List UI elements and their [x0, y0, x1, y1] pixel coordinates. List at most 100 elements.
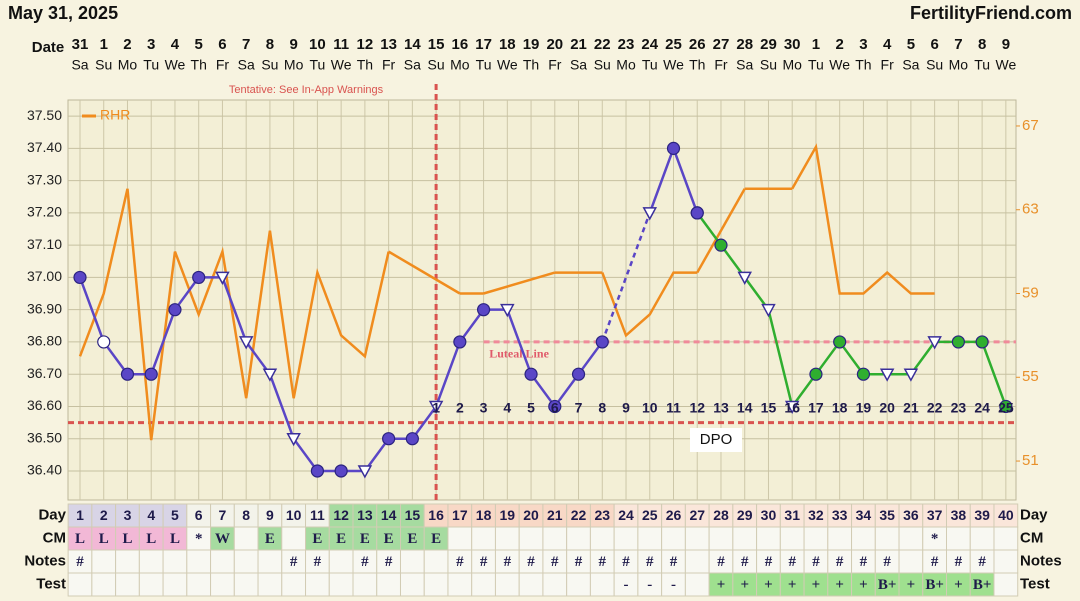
- table-cell: [257, 549, 283, 574]
- table-cell: [732, 526, 758, 551]
- date-label: 12: [357, 36, 374, 53]
- table-value: +: [835, 577, 844, 593]
- row-label-right: Test: [1020, 575, 1050, 592]
- table-cell: [898, 526, 924, 551]
- table-value: 14: [381, 507, 397, 523]
- table-value: 23: [594, 507, 610, 523]
- table-value: 6: [195, 507, 203, 523]
- marker-filled: [548, 399, 562, 414]
- table-value: 2: [100, 507, 108, 523]
- table-cell: [67, 572, 93, 597]
- marker-filled: [120, 367, 135, 381]
- y-tick-label: 37.40: [27, 139, 62, 155]
- weekday-label: Sa: [404, 57, 421, 73]
- marker-filled: [73, 270, 87, 285]
- table-value: #: [456, 554, 464, 570]
- table-cell: [494, 572, 520, 597]
- table-cell: [162, 549, 188, 574]
- marker-triangle: [428, 400, 444, 415]
- table-cell: [233, 526, 259, 551]
- weekday-label: Sa: [736, 57, 753, 73]
- table-value: #: [575, 554, 583, 570]
- table-value: +: [740, 577, 749, 593]
- table-value: #: [622, 554, 630, 570]
- date-label: 31: [72, 36, 89, 53]
- table-cell: [305, 572, 330, 597]
- date-label: 1: [100, 36, 108, 53]
- table-cell: [684, 549, 710, 574]
- legend-label: RHR: [100, 107, 130, 123]
- weekday-label: We: [165, 57, 186, 73]
- table-value: 38: [951, 507, 967, 523]
- table-value: 16: [428, 507, 444, 523]
- dpo-label: 16: [784, 400, 800, 416]
- weekday-label: Fr: [382, 57, 396, 73]
- dpo-label: 19: [856, 400, 872, 416]
- date-label: 8: [266, 36, 274, 53]
- table-cell: [827, 526, 853, 551]
- date-label: 11: [333, 36, 349, 53]
- table-cell: [91, 572, 117, 597]
- table-cell: [518, 572, 544, 597]
- marker-filled: [144, 367, 158, 381]
- date-label: 21: [570, 36, 587, 53]
- table-value: 3: [124, 507, 132, 523]
- date-label: 29: [760, 36, 777, 53]
- dpo-label: 2: [456, 400, 464, 416]
- table-cell: [447, 572, 473, 597]
- table-cell: [210, 572, 235, 597]
- table-value: L: [122, 531, 132, 547]
- date-label: 13: [380, 36, 397, 53]
- weekday-label: Su: [261, 57, 278, 73]
- gap-connector: [387, 250, 461, 295]
- table-value: 40: [998, 507, 1014, 523]
- table-value: #: [883, 554, 891, 570]
- table-value: E: [312, 531, 322, 547]
- table-value: -: [647, 577, 652, 593]
- gap-connector: [696, 188, 746, 274]
- date-label: 15: [428, 36, 445, 53]
- y2-tick-label: 67: [1022, 117, 1039, 134]
- dpo-label: 24: [974, 400, 990, 416]
- date-label: 22: [594, 36, 611, 53]
- date-label: 7: [242, 36, 250, 53]
- table-value: 10: [286, 507, 302, 523]
- table-value: 37: [927, 507, 943, 523]
- dpo-label: 9: [622, 400, 630, 416]
- y-tick-label: 36.70: [27, 365, 62, 381]
- table-value: 21: [547, 507, 563, 523]
- row-label-right: CM: [1020, 529, 1043, 546]
- marker-filled: [476, 303, 491, 317]
- marker-triangle: [500, 303, 515, 318]
- date-label: 6: [218, 36, 226, 53]
- table-cell: [162, 572, 188, 597]
- marker-filled: [714, 238, 728, 252]
- table-cell: [566, 526, 591, 551]
- date-label: 1: [812, 36, 820, 53]
- table-value: 34: [856, 507, 872, 523]
- weekday-label: Su: [594, 57, 611, 73]
- table-cell: [589, 526, 615, 551]
- table-value: #: [717, 554, 725, 570]
- table-value: 22: [571, 507, 587, 523]
- table-cell: [233, 549, 259, 574]
- table-value: 25: [642, 507, 658, 523]
- dpo-label: 10: [642, 400, 658, 416]
- table-cell: [874, 526, 900, 551]
- marker-filled: [453, 335, 467, 349]
- date-label: 14: [404, 36, 421, 53]
- weekday-label: We: [331, 57, 352, 73]
- marker-triangle: [927, 336, 942, 350]
- marker-filled: [690, 206, 704, 220]
- weekday-label: Tu: [974, 57, 990, 73]
- dpo-label: 15: [761, 400, 777, 416]
- table-value: 7: [219, 507, 227, 523]
- table-value: 35: [879, 507, 895, 523]
- weekday-label: Mo: [284, 57, 304, 73]
- marker-triangle: [737, 271, 752, 285]
- weekday-label: Sa: [570, 57, 587, 73]
- plot-area: [67, 99, 1017, 501]
- dpo-label: 3: [480, 400, 488, 416]
- dpo-label: 18: [832, 400, 848, 416]
